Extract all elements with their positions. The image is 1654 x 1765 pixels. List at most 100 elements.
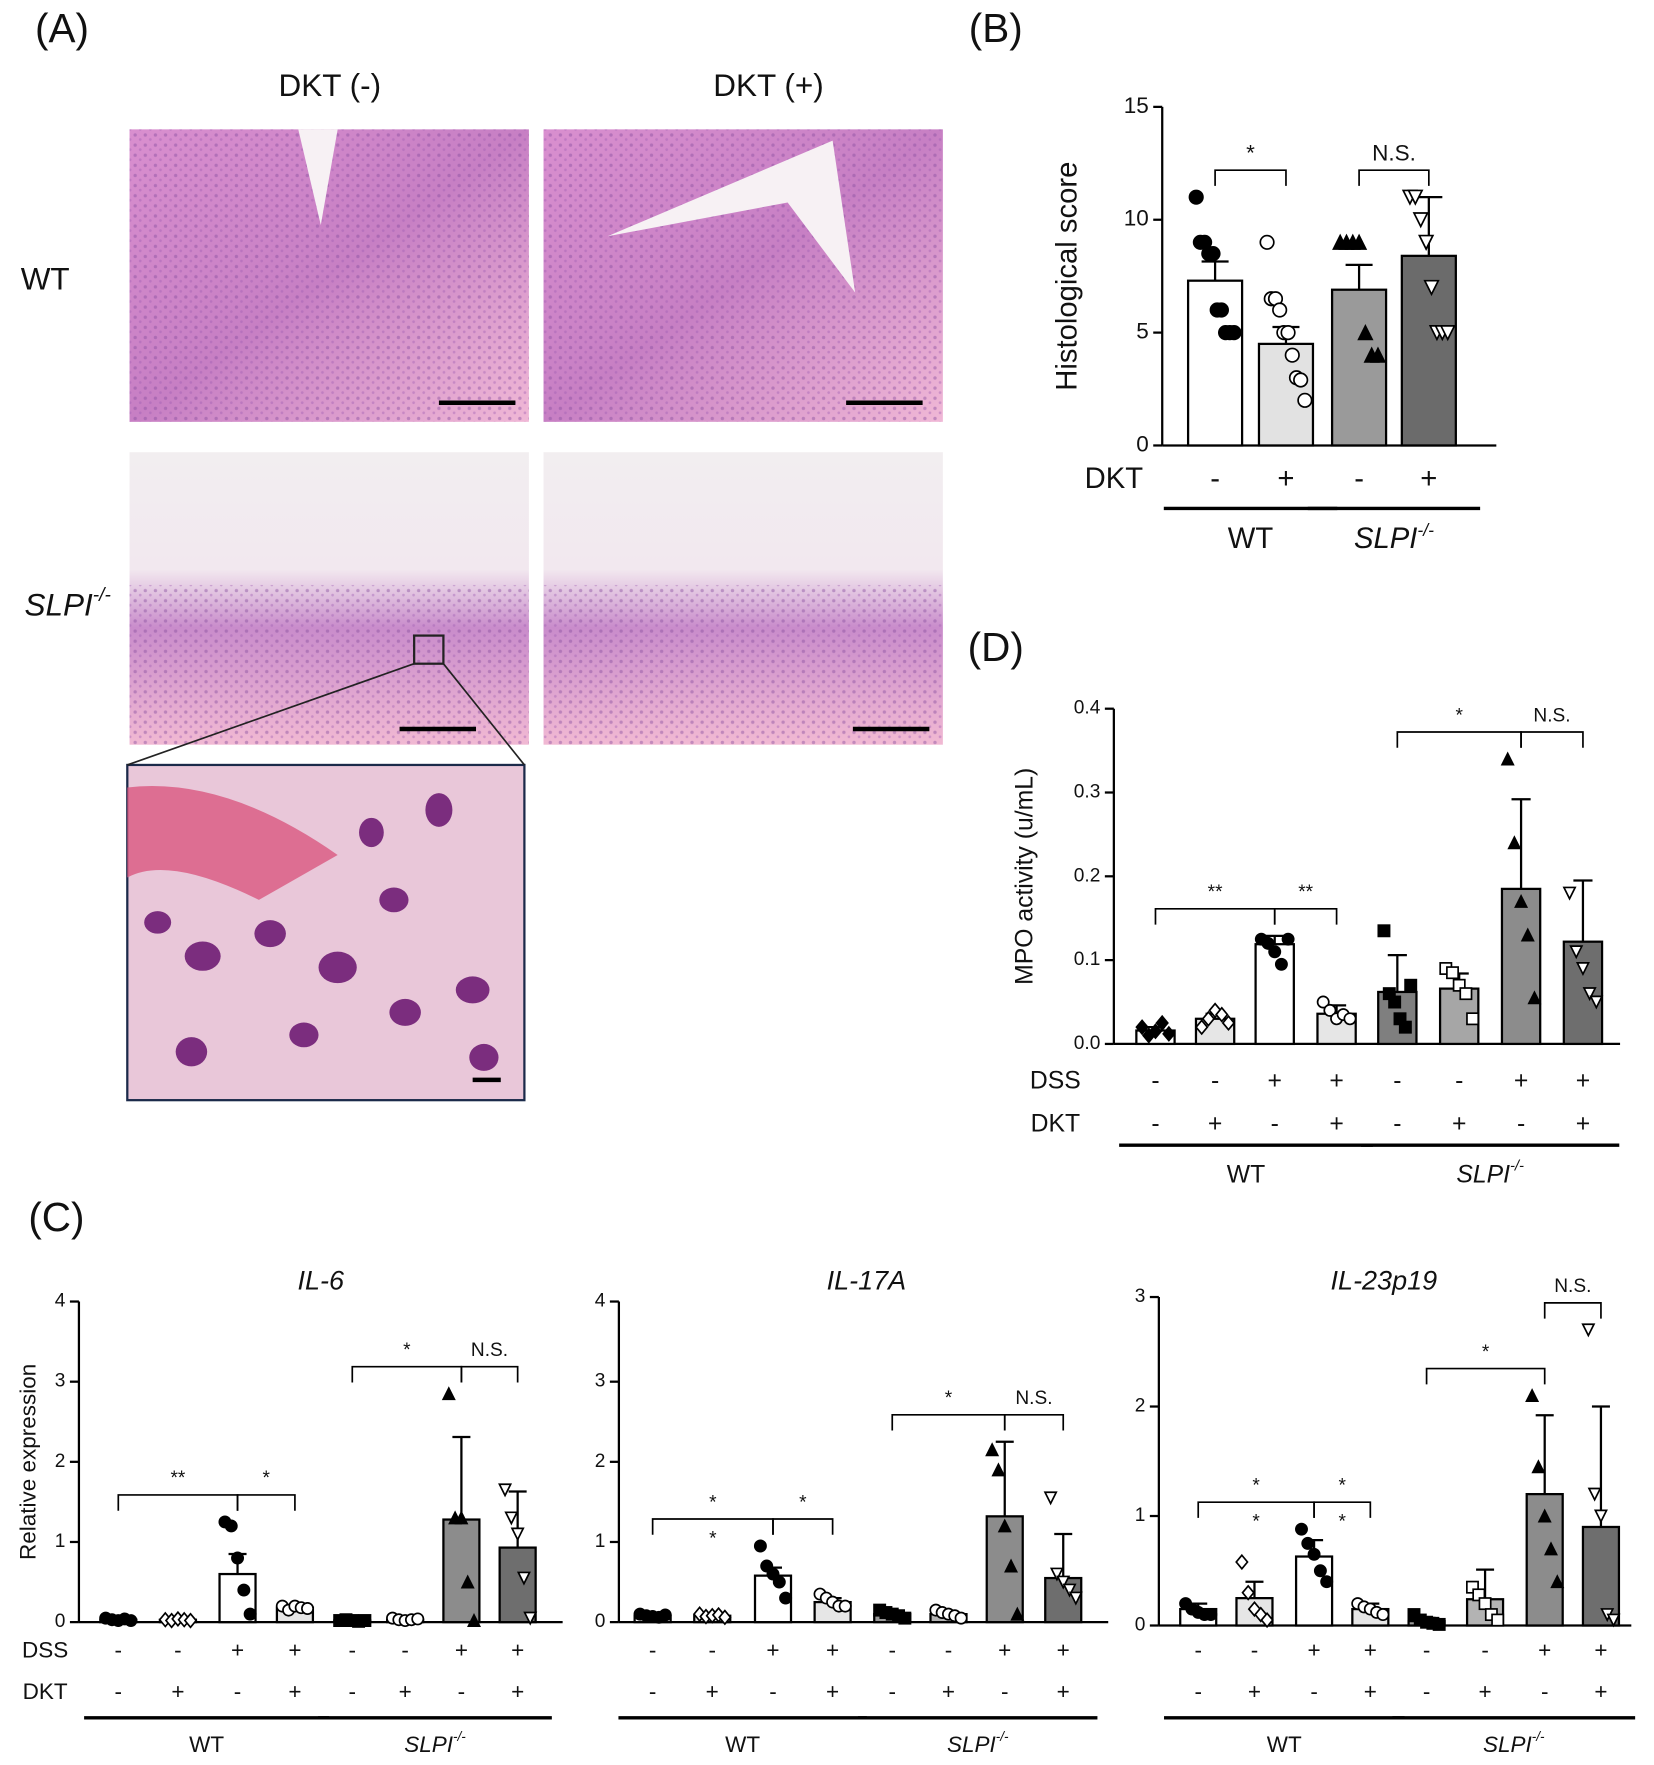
data-point <box>1520 927 1535 942</box>
condition-sign: - <box>349 1637 357 1662</box>
condition-sign: - <box>1455 1068 1463 1095</box>
significance-bracket <box>1520 731 1584 748</box>
bar <box>1254 943 1295 1046</box>
significance-bracket <box>1154 907 1276 925</box>
data-point <box>1357 323 1374 341</box>
y-tick-label: 0 <box>1135 1615 1146 1636</box>
data-point <box>510 1527 525 1542</box>
data-point <box>1010 1606 1025 1621</box>
y-tick-label: 0 <box>1136 431 1149 456</box>
data-point <box>1369 346 1387 363</box>
data-point <box>1155 1014 1169 1032</box>
data-point <box>1569 945 1584 960</box>
data-point <box>1527 990 1542 1005</box>
y-tick-label: 0.1 <box>1074 949 1101 970</box>
data-point <box>1148 1023 1163 1040</box>
condition-sign: - <box>1423 1679 1431 1704</box>
error-bar <box>1201 260 1229 281</box>
zoom-line <box>127 662 415 766</box>
condition-sign: + <box>826 1679 839 1704</box>
data-point <box>991 1462 1006 1477</box>
significance-bracket <box>1313 1501 1372 1518</box>
condition-label: DSS <box>22 1637 68 1662</box>
condition-sign: - <box>1541 1679 1549 1704</box>
bar <box>1562 940 1604 1046</box>
group-label-main: WT <box>725 1732 760 1757</box>
condition-sign: - <box>1194 1679 1202 1704</box>
condition-sign: + <box>288 1679 301 1704</box>
condition-sign: - <box>945 1637 953 1662</box>
y-tick-label: 0.3 <box>1074 782 1101 803</box>
bar-chart: IL-6 Relative expression 0 1 2 3 4 DSS - - + + - - + + D… <box>15 1266 563 1757</box>
error-bar <box>1265 934 1285 945</box>
condition-sign: + <box>1479 1679 1492 1704</box>
group-label-main: WT <box>189 1732 224 1757</box>
condition-sign: + <box>1208 1110 1222 1137</box>
data-point <box>1281 932 1295 946</box>
significance-label: ** <box>1208 882 1223 903</box>
data-point <box>838 1599 852 1613</box>
y-axis-label: Histological score <box>1052 162 1084 391</box>
y-tick-label: 3 <box>55 1371 66 1392</box>
error-bar <box>1245 1580 1264 1599</box>
significance-label: * <box>1338 1475 1346 1496</box>
zoom-nuclei <box>144 793 499 1071</box>
data-point <box>231 1551 245 1565</box>
chart-title: IL-6 <box>298 1266 345 1296</box>
data-point <box>1531 1459 1546 1474</box>
data-point <box>1514 893 1529 908</box>
data-point <box>1056 1575 1071 1590</box>
data-point <box>1268 945 1282 959</box>
y-tick-label: 1 <box>55 1531 66 1552</box>
data-point <box>1439 325 1456 342</box>
condition-sign: + <box>998 1637 1011 1662</box>
bar <box>1581 1525 1621 1627</box>
condition-sign: - <box>1251 1637 1258 1662</box>
data-point <box>1562 886 1577 901</box>
condition-sign: - <box>1354 463 1364 495</box>
data-point <box>1407 189 1424 206</box>
condition-sign: + <box>1308 1637 1321 1662</box>
histology-texture <box>129 129 529 422</box>
data-point <box>243 1607 257 1621</box>
data-point <box>124 1614 138 1628</box>
data-point <box>1068 1591 1083 1606</box>
bar <box>498 1546 537 1624</box>
condition-sign: + <box>399 1679 412 1704</box>
condition-label: DSS <box>1030 1068 1081 1095</box>
data-point <box>1343 1012 1357 1026</box>
condition-sign: + <box>1576 1110 1590 1137</box>
condition-sign: + <box>171 1679 184 1704</box>
group-label-main: SLPI <box>1456 1161 1510 1188</box>
significance-label: N.S. <box>1015 1388 1052 1409</box>
data-point <box>523 1611 538 1626</box>
condition-sign: + <box>1514 1068 1528 1095</box>
data-point <box>1376 1608 1390 1622</box>
significance-bracket <box>891 1413 1006 1431</box>
group-label-superscript: -/- <box>1417 520 1434 540</box>
group-label-main: SLPI <box>1354 523 1417 555</box>
y-tick-label: 2 <box>55 1451 66 1472</box>
y-tick-label: 5 <box>1136 319 1149 344</box>
data-point <box>718 1609 732 1626</box>
condition-sign: + <box>288 1637 301 1662</box>
bar <box>1294 1555 1334 1627</box>
condition-sign: - <box>1194 1637 1202 1662</box>
data-point <box>1418 234 1435 251</box>
zoom-tissue <box>127 786 338 900</box>
data-point <box>441 1386 456 1401</box>
bar-chart: (D) MPO activity (u/mL) 0.0 0.1 0.2 0.3 0.4 DSS… <box>968 624 1621 1188</box>
significance-bracket <box>1003 1413 1065 1431</box>
histology-images <box>126 129 943 1102</box>
data-point <box>1261 936 1275 950</box>
condition-sign: + <box>1057 1679 1070 1704</box>
data-point <box>1575 962 1590 977</box>
group-label: SLPI-/- <box>1354 520 1434 555</box>
group-label: SLPI-/- <box>1456 1158 1524 1188</box>
group-label-main: WT <box>1267 1732 1302 1757</box>
data-point <box>460 1574 475 1589</box>
significance-label: N.S. <box>1372 140 1416 165</box>
condition-sign: - <box>1517 1110 1525 1137</box>
